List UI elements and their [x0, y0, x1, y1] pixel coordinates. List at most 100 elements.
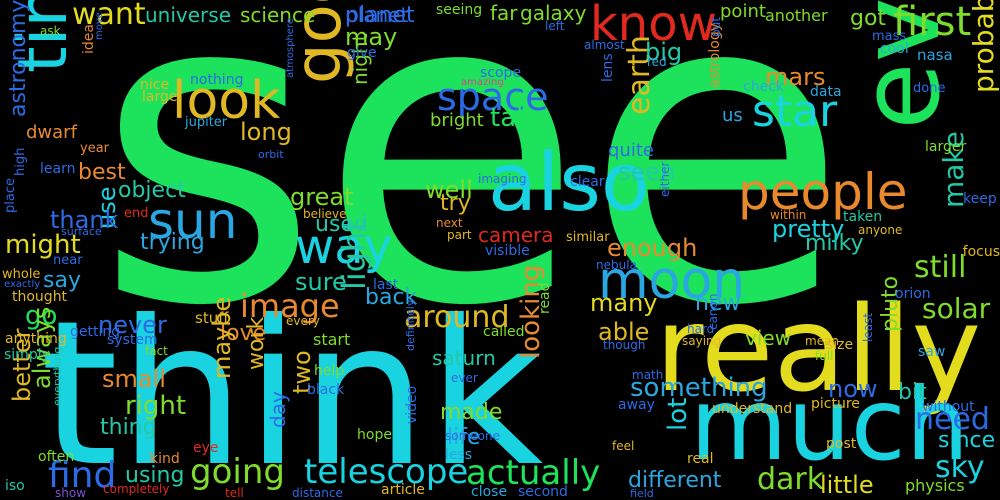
word-right: right: [125, 391, 187, 421]
word-solar: solar: [922, 292, 991, 325]
word-full: full: [815, 349, 834, 363]
word-math: math: [632, 368, 664, 382]
word-definitely: definitely: [404, 299, 417, 351]
word-day: day: [266, 391, 290, 428]
word-mars: mars: [765, 63, 826, 91]
word-scope: scope: [480, 65, 522, 81]
word-way: way: [295, 219, 393, 275]
word-quite: quite: [608, 140, 654, 161]
word-last: last: [373, 277, 399, 293]
word-back: back: [365, 285, 418, 310]
word-love: love: [220, 321, 267, 346]
word-mass: mass: [872, 29, 907, 44]
word-distance: distance: [292, 486, 343, 500]
word-picture: picture: [811, 396, 860, 412]
word-thought: thought: [12, 289, 68, 305]
word-field: field: [630, 487, 654, 500]
word-fact: fact: [145, 344, 168, 358]
word-everything: everything: [51, 346, 64, 406]
word-universe: universe: [145, 3, 231, 27]
word-think: think: [40, 278, 544, 500]
word-still: still: [914, 250, 967, 285]
word-near: near: [53, 253, 83, 268]
word-understand: understand: [712, 401, 793, 417]
word-saying: saying: [682, 334, 722, 348]
word-idea: idea: [81, 24, 97, 54]
word-imaging: imaging: [478, 172, 527, 186]
word-bit: bit: [898, 380, 927, 405]
word-since: since: [938, 428, 996, 453]
word-really: really: [655, 280, 982, 418]
word-believe: believe: [303, 207, 347, 221]
word-give: give: [347, 45, 377, 61]
word-without: without: [922, 399, 975, 415]
word-orion: orion: [895, 286, 931, 302]
word-see: see: [95, 0, 849, 400]
word-mean: mean: [805, 334, 840, 348]
word-might: might: [5, 230, 81, 260]
word-close: close: [471, 484, 508, 500]
word-nothing: nothing: [190, 72, 244, 88]
word-atmosphere: atmosphere: [285, 18, 296, 78]
word-nebula: nebula: [596, 258, 637, 272]
word-many: many: [590, 289, 658, 317]
word-every: every: [286, 314, 320, 328]
word-thank: thank: [50, 206, 119, 234]
word-go: go: [25, 301, 58, 331]
word-dwarf: dwarf: [26, 122, 77, 143]
word-feel: feel: [612, 439, 635, 453]
word-take: take: [490, 103, 547, 133]
word-something: something: [630, 373, 768, 403]
word-done: done: [913, 81, 946, 96]
word-planet: planet: [345, 3, 409, 27]
word-used: used: [315, 212, 368, 237]
word-new: new: [695, 291, 741, 316]
word-want: want: [72, 0, 146, 32]
word-pretty: pretty: [772, 215, 845, 243]
word-nice: nice: [140, 77, 170, 93]
word-able: able: [598, 318, 650, 346]
word-well: well: [425, 176, 473, 204]
word-someone: someone: [445, 429, 500, 443]
word-data: data: [810, 84, 842, 100]
word-amazing: amazing: [461, 77, 504, 88]
word-seeing: seeing: [436, 2, 483, 18]
word-find: find: [48, 455, 117, 496]
word-similar: similar: [566, 230, 610, 245]
word-taken: taken: [843, 209, 883, 225]
word-year: year: [80, 141, 110, 156]
word-look: look: [172, 71, 281, 131]
word-going: going: [190, 452, 285, 492]
word-within: within: [770, 208, 807, 222]
word-jupiter: jupiter: [185, 115, 228, 130]
word-point: point: [720, 1, 766, 22]
word-never: never: [98, 311, 167, 339]
word-simply: simply: [4, 347, 50, 363]
word-much: much: [690, 366, 970, 483]
word-large: large: [142, 89, 178, 105]
word-also: also: [488, 136, 650, 229]
word-physics: physics: [905, 476, 965, 495]
word-camera: camera: [478, 223, 554, 247]
word-telescope: telescope: [304, 452, 469, 492]
word-visible: visible: [485, 243, 530, 259]
word-least: least: [861, 312, 875, 342]
word-thing: thing: [100, 415, 157, 440]
word-try: try: [440, 191, 471, 216]
word-either: either: [658, 161, 672, 197]
word-anything: anything: [5, 331, 67, 347]
word-made: made: [440, 400, 503, 425]
word-show: show: [55, 486, 87, 500]
word-second: second: [518, 484, 568, 500]
word-saturn: saturn: [432, 346, 496, 370]
word-real: real: [687, 451, 714, 467]
word-probably: probably: [967, 0, 1000, 93]
word-focus: focus: [962, 244, 1000, 260]
word-far: far: [490, 1, 518, 25]
word-big: big: [645, 38, 683, 66]
word-people: people: [738, 163, 908, 221]
word-around: around: [404, 300, 510, 335]
word-lot: lot: [663, 397, 693, 431]
word-cool: cool: [880, 41, 909, 57]
